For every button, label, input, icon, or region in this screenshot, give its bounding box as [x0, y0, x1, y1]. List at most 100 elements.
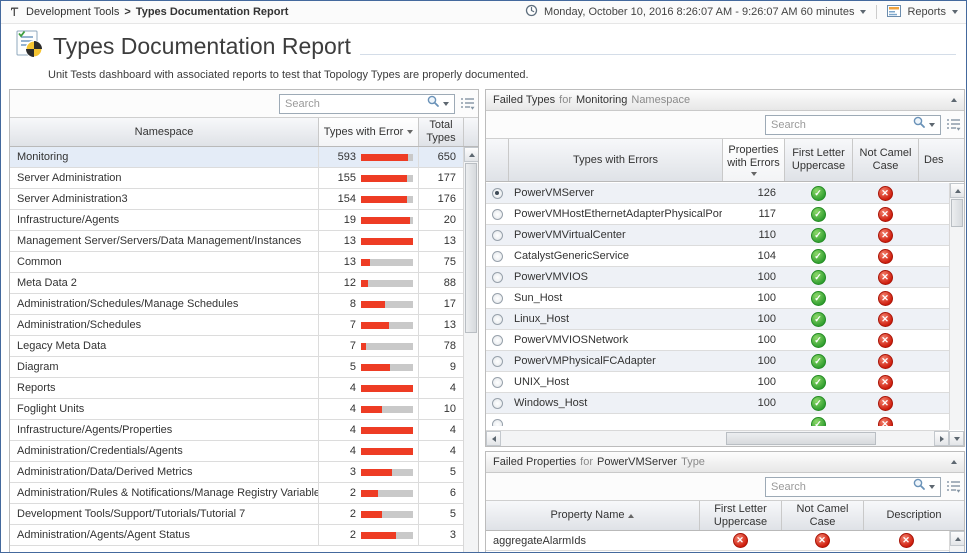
column-header-total-types[interactable]: Total Types: [418, 118, 463, 146]
table-row[interactable]: Sun_Host 100 ✓ ✕: [486, 288, 949, 309]
table-row[interactable]: Infrastructure/Agents 19 20: [10, 210, 463, 231]
reports-dropdown-icon[interactable]: [952, 10, 958, 14]
row-select-radio[interactable]: [491, 376, 503, 388]
type-name-cell: PowerVMPhysicalFCAdapter: [514, 355, 656, 367]
reports-menu-label[interactable]: Reports: [907, 6, 946, 18]
panel-title-context: PowerVMServer: [597, 456, 678, 468]
table-row[interactable]: PowerVMPhysicalFCAdapter 100 ✓ ✕: [486, 351, 949, 372]
namespace-cell: Administration/Rules & Notifications/Man…: [17, 487, 318, 499]
search-options-dropdown-icon[interactable]: [929, 484, 935, 489]
table-row[interactable]: Server Administration3 154 176: [10, 189, 463, 210]
time-range-label[interactable]: Monday, October 10, 2016 8:26:07 AM - 9:…: [544, 6, 855, 18]
table-row[interactable]: Administration/Schedules/Manage Schedule…: [10, 294, 463, 315]
column-header-types-with-error[interactable]: Types with Error: [318, 118, 418, 146]
column-header-types-with-errors[interactable]: Types with Errors: [508, 139, 722, 181]
hscroll-thumb[interactable]: [726, 432, 876, 445]
row-select-radio[interactable]: [491, 250, 503, 262]
search-options-dropdown-icon[interactable]: [929, 122, 935, 127]
scroll-left-button[interactable]: [486, 431, 501, 446]
error-count: 2: [349, 529, 356, 541]
scroll-up-button[interactable]: [464, 147, 478, 162]
table-row[interactable]: Diagram 5 9: [10, 357, 463, 378]
table-row[interactable]: Common 13 75: [10, 252, 463, 273]
row-select-radio[interactable]: [491, 187, 503, 199]
table-row[interactable]: PowerVMServer 126 ✓ ✕: [486, 183, 949, 204]
table-row[interactable]: aggregateAlarmIds ✕ ✕ ✕: [486, 531, 949, 551]
search-icon[interactable]: [912, 477, 926, 496]
table-row[interactable]: Monitoring 593 650: [10, 147, 463, 168]
failed-types-table-body: PowerVMServer 126 ✓ ✕ PowerVMHostEthernetAda…: [486, 183, 949, 426]
scroll-down-button[interactable]: [949, 431, 964, 446]
failed-types-vscrollbar[interactable]: [949, 183, 964, 430]
column-header-first-letter-uppercase[interactable]: First Letter Uppercase: [699, 501, 781, 530]
breadcrumb-history-icon[interactable]: [9, 6, 21, 18]
time-range-dropdown-icon[interactable]: [860, 10, 867, 14]
search-options-dropdown-icon[interactable]: [443, 101, 449, 106]
column-header-description[interactable]: Description: [863, 501, 964, 530]
failed-types-search-input[interactable]: [766, 116, 912, 133]
table-row[interactable]: ✓ ✕: [486, 414, 949, 426]
namespace-search-input[interactable]: [280, 95, 426, 112]
grid-customizer-icon[interactable]: [946, 118, 961, 131]
collapse-panel-icon[interactable]: [951, 98, 957, 102]
table-row[interactable]: Meta Data 2 12 88: [10, 273, 463, 294]
column-header-first-letter-uppercase[interactable]: First Letter Uppercase: [784, 139, 852, 181]
table-row[interactable]: Infrastructure/Agents/Properties 4 4: [10, 420, 463, 441]
pass-check-icon: ✓: [810, 395, 826, 411]
search-icon[interactable]: [912, 115, 926, 134]
table-row[interactable]: Administration/Schedules 7 13: [10, 315, 463, 336]
row-select-radio[interactable]: [491, 229, 503, 241]
collapse-panel-icon[interactable]: [951, 460, 957, 464]
grid-customizer-icon[interactable]: [460, 97, 475, 110]
table-row[interactable]: Administration/Credentials/Agents 4 4: [10, 441, 463, 462]
column-header-description-truncated[interactable]: Des: [918, 139, 964, 181]
table-row[interactable]: Development Tools/Support/Tutorials/Tuto…: [10, 504, 463, 525]
search-icon[interactable]: [426, 94, 440, 113]
table-row[interactable]: Administration/Agents/Agent Status 2 3: [10, 525, 463, 546]
first-letter-uppercase-cell: ✓: [784, 290, 852, 306]
row-select-radio[interactable]: [491, 292, 503, 304]
table-row[interactable]: Linux_Host 100 ✓ ✕: [486, 309, 949, 330]
row-select-radio[interactable]: [491, 334, 503, 346]
table-row[interactable]: PowerVMHostEthernetAdapterPhysicalPort 11…: [486, 204, 949, 225]
namespace-table-vscrollbar[interactable]: [463, 147, 478, 552]
column-header-namespace[interactable]: Namespace: [134, 125, 194, 138]
table-row[interactable]: Administration/Data/Derived Metrics 3 5: [10, 462, 463, 483]
failed-types-hscrollbar[interactable]: [486, 430, 949, 446]
column-header-property-name[interactable]: Property Name: [486, 501, 699, 530]
scroll-up-button[interactable]: [950, 531, 964, 546]
column-header-properties-with-errors[interactable]: Properties with Errors: [722, 139, 784, 181]
not-camel-case-cell: ✕: [852, 248, 918, 264]
breadcrumb-item-development-tools[interactable]: Development Tools: [26, 6, 120, 18]
scroll-up-button[interactable]: [950, 183, 964, 198]
table-row[interactable]: Administration/Rules & Notifications/Man…: [10, 483, 463, 504]
table-row[interactable]: Legacy Meta Data 7 78: [10, 336, 463, 357]
row-select-radio[interactable]: [491, 397, 503, 409]
table-row[interactable]: Windows_Host 100 ✓ ✕: [486, 393, 949, 414]
failed-properties-search-input[interactable]: [766, 478, 912, 495]
table-row[interactable]: Foglight Units 4 10: [10, 399, 463, 420]
row-select-radio[interactable]: [491, 418, 503, 426]
vscroll-thumb[interactable]: [951, 199, 963, 227]
table-row[interactable]: CatalystGenericService 104 ✓ ✕: [486, 246, 949, 267]
namespace-cell: Server Administration3: [17, 193, 128, 205]
row-select-radio[interactable]: [491, 355, 503, 367]
grid-customizer-icon[interactable]: [946, 480, 961, 493]
table-row[interactable]: Management Server/Servers/Data Managemen…: [10, 231, 463, 252]
row-select-radio[interactable]: [491, 313, 503, 325]
row-select-radio[interactable]: [491, 208, 503, 220]
table-row[interactable]: Server Administration 155 177: [10, 168, 463, 189]
table-row[interactable]: PowerVMVIOS 100 ✓ ✕: [486, 267, 949, 288]
scroll-right-button[interactable]: [934, 431, 949, 446]
vscroll-thumb[interactable]: [465, 163, 477, 333]
row-select-radio[interactable]: [491, 271, 503, 283]
table-row[interactable]: Reports 4 4: [10, 378, 463, 399]
column-header-not-camel-case[interactable]: Not Camel Case: [781, 501, 863, 530]
table-row[interactable]: PowerVMVirtualCenter 110 ✓ ✕: [486, 225, 949, 246]
table-row[interactable]: PowerVMVIOSNetwork 100 ✓ ✕: [486, 330, 949, 351]
namespace-cell: Administration/Data/Derived Metrics: [17, 466, 193, 478]
failed-properties-vscrollbar[interactable]: [949, 531, 964, 552]
table-row[interactable]: UNIX_Host 100 ✓ ✕: [486, 372, 949, 393]
column-header-not-camel-case[interactable]: Not Camel Case: [852, 139, 918, 181]
